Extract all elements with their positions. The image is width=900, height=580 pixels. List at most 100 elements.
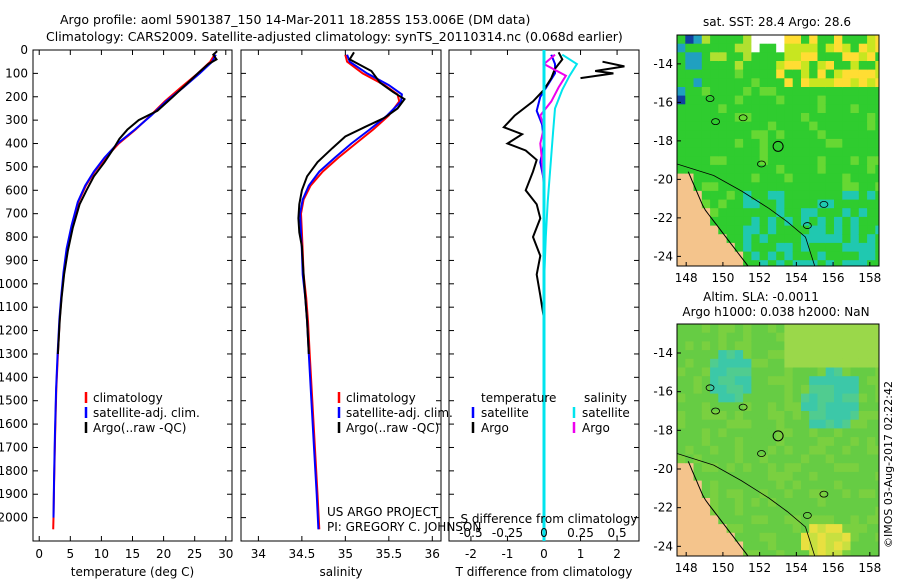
map-x-tick-label: 154	[785, 561, 808, 575]
map-cell	[817, 61, 827, 71]
map-cell	[875, 393, 879, 403]
map-cell	[834, 173, 843, 183]
map-cell	[784, 121, 794, 131]
map-cell	[734, 173, 744, 183]
map-cell	[776, 173, 786, 183]
map-cell	[858, 104, 868, 114]
map-cell	[784, 480, 794, 490]
map-cell	[759, 242, 769, 253]
map-cell	[751, 69, 761, 79]
map-cell	[776, 156, 786, 166]
map-cell	[776, 113, 786, 123]
map-cell	[842, 113, 852, 123]
map-cell	[759, 489, 769, 499]
map-cell	[767, 156, 777, 166]
header-title-line1: Argo profile: aoml 5901387_150 14-Mar-20…	[60, 12, 531, 27]
map-cell	[701, 190, 711, 201]
map-cell	[743, 550, 752, 556]
map-cell	[867, 419, 876, 429]
map-cell	[751, 251, 761, 261]
map-cell	[850, 393, 860, 403]
map-cell	[825, 121, 835, 131]
map-cell	[842, 463, 852, 473]
map-cell	[759, 199, 769, 209]
x-tick-label: 30	[218, 547, 233, 561]
map-cell	[701, 358, 711, 369]
map-cell	[792, 138, 802, 149]
map-cell	[858, 95, 868, 105]
map-cell	[817, 164, 827, 175]
map-cell	[801, 225, 810, 235]
x-tick-label: -2	[465, 547, 477, 561]
map-cell	[817, 242, 827, 253]
map-cell	[701, 376, 711, 386]
map-cell	[701, 216, 711, 227]
map-cell	[776, 43, 786, 53]
map-cell	[867, 182, 876, 192]
map-cell	[801, 260, 810, 266]
map-cell	[743, 69, 752, 79]
map-cell	[850, 437, 860, 447]
map-cell	[685, 87, 695, 97]
map-cell	[677, 182, 686, 192]
s-diff-axis-label: S difference from climatology	[461, 512, 638, 526]
map-cell	[734, 104, 744, 114]
map-cell	[743, 524, 752, 534]
map-cell	[751, 541, 761, 551]
map-cell	[767, 419, 777, 429]
map-cell	[677, 541, 686, 551]
map-cell	[734, 445, 744, 456]
map-cell	[825, 43, 835, 53]
map-cell	[817, 234, 827, 244]
map-cell	[801, 130, 810, 140]
credits-line1: US ARGO PROJECT	[327, 505, 439, 519]
map-cell	[809, 506, 819, 516]
map-cell	[834, 384, 843, 395]
x-axis-label: T difference from climatology	[455, 565, 633, 579]
x-axis-label: temperature (deg C)	[71, 565, 194, 579]
map-cell	[801, 367, 810, 377]
map-cell	[677, 130, 686, 140]
map-cell	[875, 463, 879, 473]
map-cell	[825, 506, 835, 516]
map-cell	[867, 234, 876, 244]
map-cell	[767, 251, 777, 261]
map-cell	[784, 332, 794, 342]
map-cell	[817, 428, 827, 438]
map-cell	[784, 515, 794, 525]
y-tick-label: 500	[5, 160, 28, 174]
map-cell	[809, 199, 819, 209]
map-cell	[867, 156, 876, 166]
map-cell	[792, 234, 802, 244]
x-tick-label: 2	[613, 547, 621, 561]
map-cell	[825, 251, 835, 261]
salinity-legend-label: satellite-adj. clim.	[346, 406, 453, 420]
map-cell	[792, 104, 802, 114]
map-cell	[677, 524, 686, 534]
x-tick-label: 35.5	[375, 547, 402, 561]
map-cell	[850, 350, 860, 360]
map-cell	[850, 454, 860, 464]
map-cell	[792, 463, 802, 473]
map-cell	[776, 324, 786, 334]
map-cell	[685, 532, 695, 543]
map-cell	[726, 156, 736, 166]
map-cell	[834, 419, 843, 429]
y-tick-label: 1300	[0, 347, 28, 361]
map-cell	[759, 104, 769, 114]
map-cell	[759, 260, 769, 266]
map-cell	[834, 524, 843, 534]
map-cell	[825, 190, 835, 201]
map-cell	[710, 524, 719, 534]
map-cell	[825, 52, 835, 62]
map-cell	[850, 376, 860, 386]
map-cell	[867, 358, 876, 369]
map-cell	[701, 367, 711, 377]
map-cell	[875, 506, 879, 516]
x-tick-label: 15	[125, 547, 140, 561]
map-cell	[792, 173, 802, 183]
map-cell	[867, 225, 876, 235]
map-cell	[677, 367, 686, 377]
map-cell	[801, 147, 810, 157]
map-cell	[751, 428, 761, 438]
